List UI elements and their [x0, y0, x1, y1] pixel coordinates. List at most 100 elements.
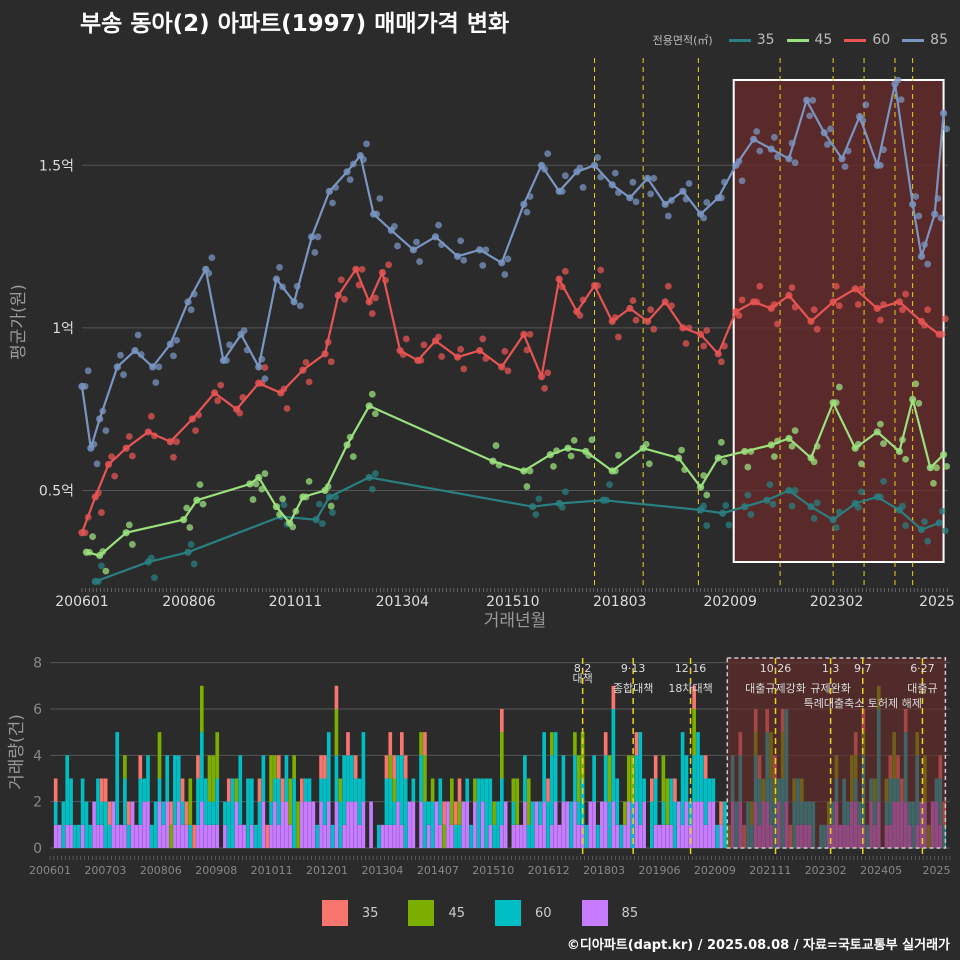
data-point-60 [558, 283, 566, 291]
data-point-45 [717, 438, 725, 446]
volume-bar-45 [334, 708, 339, 756]
annotation-label: 대책 [573, 672, 593, 685]
data-point-35 [747, 511, 755, 518]
volume-bar-60 [680, 732, 685, 825]
data-point-45 [614, 451, 622, 459]
data-point-85 [791, 159, 799, 167]
volume-bar-60 [530, 801, 535, 848]
volume-bar-85 [300, 801, 304, 848]
data-point-85 [803, 96, 811, 104]
data-point-35 [532, 511, 540, 518]
volume-bar-45 [269, 755, 273, 802]
data-point-60 [664, 282, 672, 290]
data-point-85 [184, 298, 192, 306]
volume-bar-85 [696, 801, 700, 848]
data-point-35 [190, 560, 198, 568]
volume-bar-60 [84, 801, 89, 848]
data-point-45 [714, 454, 722, 462]
volume-bar-60 [465, 778, 470, 802]
volume-bar-85 [565, 801, 570, 848]
x-tick-label: 202302 [805, 864, 847, 877]
volume-bar-85 [173, 824, 177, 848]
volume-bar-85 [500, 824, 504, 848]
volume-bar-85 [392, 824, 396, 848]
data-point-60 [192, 427, 199, 435]
volume-bar-60 [65, 755, 70, 825]
volume-bar-60 [715, 824, 720, 848]
volume-bar-85 [80, 824, 85, 848]
volume-bar-85 [119, 824, 123, 848]
volume-bar-60 [173, 755, 177, 825]
volume-bar-60 [250, 778, 254, 825]
volume-bar-60 [215, 778, 220, 825]
data-point-60 [714, 350, 722, 358]
data-point-45 [279, 495, 286, 503]
volume-bar-60 [453, 824, 458, 848]
volume-bar-85 [515, 824, 520, 848]
data-point-85 [81, 383, 89, 390]
data-point-45 [674, 454, 683, 462]
data-point-85 [113, 363, 121, 371]
x-tick-label: 201510 [486, 594, 539, 610]
volume-bar-60 [611, 708, 616, 802]
data-point-85 [460, 256, 468, 264]
data-point-85 [590, 161, 599, 169]
x-tick-label: 200703 [84, 864, 126, 877]
data-point-60 [283, 405, 291, 412]
annotation-label: 대출규제강화 [745, 682, 806, 695]
data-point-45 [86, 548, 93, 556]
volume-bar-60 [338, 801, 343, 848]
data-point-35 [318, 520, 326, 528]
volume-bar-45 [623, 801, 627, 825]
x-tick-label: 202009 [703, 594, 756, 610]
volume-bar-60 [561, 755, 566, 802]
data-point-60 [111, 472, 119, 480]
x-tick-label: 202009 [694, 864, 736, 877]
data-point-35 [329, 509, 336, 516]
legend-label-35: 35 [756, 32, 775, 48]
volume-bar-60 [107, 824, 112, 848]
volume-bar-60 [511, 801, 516, 825]
volume-bar-45 [296, 801, 300, 848]
volume-bar-60 [123, 778, 127, 825]
volume-bar-45 [457, 801, 462, 825]
volume-bar-60 [257, 801, 262, 848]
volume-bar-60 [207, 801, 212, 825]
data-point-60 [402, 335, 410, 343]
data-point-45 [122, 529, 130, 537]
data-point-85 [576, 164, 584, 172]
data-point-45 [873, 428, 881, 436]
data-point-35 [606, 481, 613, 489]
data-point-35 [744, 491, 752, 499]
data-point-60 [941, 315, 949, 323]
volume-bar-85 [207, 824, 212, 848]
data-point-35 [722, 502, 730, 509]
volume-bar-60 [488, 778, 493, 825]
volume-bar-85 [142, 801, 146, 848]
x-tick-label: 201906 [638, 864, 680, 877]
volume-bar-85 [284, 801, 289, 848]
data-point-85 [650, 174, 658, 182]
data-point-35 [725, 521, 733, 529]
data-point-45 [703, 491, 711, 499]
data-point-85 [190, 290, 198, 298]
volume-bar-45 [388, 755, 393, 779]
data-point-85 [526, 193, 534, 200]
data-point-60 [880, 301, 887, 308]
volume-bar-85 [703, 824, 708, 848]
x-tick-label: 201612 [528, 864, 570, 877]
volume-bar-45 [207, 755, 212, 802]
x-tick-label: 201011 [269, 594, 322, 610]
volume-bar-85 [357, 824, 362, 848]
data-point-60 [420, 341, 428, 349]
data-point-85 [774, 153, 781, 161]
data-point-45 [588, 436, 596, 444]
volume-bar-85 [57, 824, 62, 848]
data-point-60 [835, 302, 843, 310]
data-point-45 [346, 433, 354, 441]
series-line-45 [86, 399, 945, 557]
volume-bar-60 [592, 755, 596, 802]
price-line-chart: 0.5억 1억 1.5억 200601 200806 201011 201304 201510… [9, 58, 955, 631]
data-point-45 [489, 457, 497, 465]
volume-bar-60 [392, 801, 396, 825]
